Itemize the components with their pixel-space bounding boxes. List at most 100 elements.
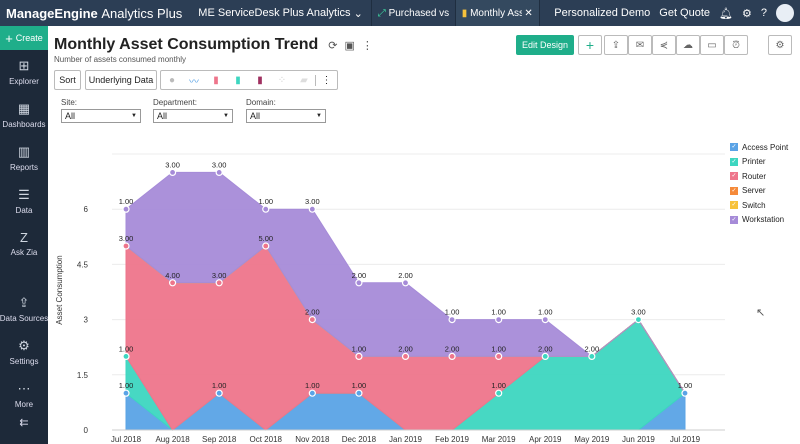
data-label: 1.00 bbox=[305, 381, 320, 390]
share-icon[interactable]: ⋞ bbox=[652, 35, 676, 55]
legend-item-server[interactable]: ✓ Server bbox=[730, 184, 788, 199]
pie-chart-icon[interactable]: ● bbox=[168, 74, 176, 86]
more-icon: ⋯ bbox=[17, 380, 31, 396]
checkbox-icon[interactable]: ✓ bbox=[730, 172, 738, 181]
stacked-bar-icon[interactable]: ▮ bbox=[235, 74, 241, 86]
data-label: 2.00 bbox=[305, 308, 320, 317]
data-point bbox=[634, 316, 643, 324]
x-tick-label: May 2019 bbox=[574, 435, 610, 444]
combo-chart-icon[interactable]: ▮ bbox=[257, 74, 263, 86]
edit-design-button[interactable]: Edit Design bbox=[516, 35, 574, 55]
sidebar-item-explorer[interactable]: ⊞ Explorer bbox=[0, 50, 48, 93]
data-point bbox=[401, 352, 410, 360]
data-label: 2.00 bbox=[398, 344, 413, 353]
create-button[interactable]: + Create bbox=[0, 26, 48, 50]
export-icon[interactable]: ⇪ bbox=[604, 35, 628, 55]
underlying-data-button[interactable]: Underlying Data bbox=[85, 70, 157, 90]
email-icon[interactable]: ✉ bbox=[628, 35, 652, 55]
x-tick-label: Dec 2018 bbox=[342, 435, 377, 444]
checkbox-icon[interactable]: ✓ bbox=[730, 143, 738, 152]
legend-item-router[interactable]: ✓ Router bbox=[730, 169, 788, 184]
data-point bbox=[588, 352, 596, 360]
explorer-icon: ⊞ bbox=[18, 57, 30, 73]
data-label: 1.00 bbox=[212, 381, 227, 390]
tab-monthly-asset[interactable]: ▮ Monthly Asse...✕ bbox=[455, 0, 540, 26]
bar-chart-icon[interactable]: ▮ bbox=[213, 74, 219, 86]
data-label: 2.00 bbox=[585, 344, 600, 353]
page-subtitle: Number of assets consumed monthly bbox=[54, 55, 187, 64]
personalized-demo-link[interactable]: Personalized Demo bbox=[554, 7, 651, 19]
data-label: 1.00 bbox=[445, 308, 460, 317]
sort-button[interactable]: Sort bbox=[54, 70, 81, 90]
close-icon[interactable]: ✕ bbox=[524, 7, 533, 19]
zia-icon: Z bbox=[20, 230, 28, 245]
x-tick-label: Nov 2018 bbox=[295, 435, 330, 444]
sidebar-item-ask-zia[interactable]: Z Ask Zia bbox=[0, 222, 48, 265]
page-title: Monthly Asset Consumption Trend bbox=[54, 36, 319, 53]
tab-label: Monthly Asse... bbox=[470, 7, 523, 19]
data-label: 2.00 bbox=[352, 271, 367, 280]
sidebar-item-label: Ask Zia bbox=[10, 248, 38, 257]
more-chart-types-icon[interactable]: ⋮ bbox=[315, 74, 337, 86]
workspace-selector[interactable]: ME ServiceDesk Plus Analytics ⌄ bbox=[190, 0, 372, 26]
gear-icon[interactable]: ⚙ bbox=[742, 7, 752, 20]
map-icon[interactable]: ▰ bbox=[300, 74, 308, 86]
x-tick-label: Jun 2019 bbox=[622, 435, 655, 444]
x-tick-label: Feb 2019 bbox=[435, 435, 469, 444]
checkbox-icon[interactable]: ✓ bbox=[730, 201, 738, 210]
sidebar-item-dashboards[interactable]: ▦ Dashboards bbox=[0, 93, 48, 136]
data-label: 3.00 bbox=[631, 308, 646, 317]
sidebar-item-label: More bbox=[14, 399, 34, 409]
data-point bbox=[122, 389, 130, 397]
sidebar-item-more[interactable]: ⋯ More bbox=[0, 373, 48, 416]
more-options-icon[interactable]: ⋮ bbox=[361, 39, 373, 52]
checkbox-icon[interactable]: ✓ bbox=[730, 215, 738, 224]
scatter-icon[interactable]: ⁘ bbox=[277, 74, 287, 86]
save-icon[interactable]: ▣ bbox=[344, 39, 355, 52]
collapse-sidebar-icon[interactable]: ⇇ bbox=[19, 417, 29, 429]
line-chart-icon[interactable]: 〰 bbox=[189, 76, 199, 88]
data-point bbox=[262, 205, 270, 213]
publish-cloud-icon[interactable]: ☁ bbox=[676, 35, 700, 55]
domain-filter-select[interactable]: All ▼ bbox=[246, 109, 326, 123]
data-point bbox=[215, 168, 223, 176]
tab-purchased[interactable]: ⤢ Purchased vs... bbox=[372, 0, 456, 26]
checkbox-icon[interactable]: ✓ bbox=[730, 186, 738, 195]
data-point bbox=[262, 242, 270, 250]
plus-icon: + bbox=[5, 30, 13, 46]
comment-icon[interactable]: ▭ bbox=[700, 35, 724, 55]
x-tick-label: Jan 2019 bbox=[389, 435, 422, 444]
bell-icon[interactable]: 🔔︎ bbox=[719, 7, 733, 20]
data-point bbox=[122, 205, 130, 213]
help-icon[interactable]: ? bbox=[760, 7, 767, 19]
legend-item-workstation[interactable]: ✓ Workstation bbox=[730, 213, 788, 228]
legend-item-switch[interactable]: ✓ Switch bbox=[730, 198, 788, 213]
data-label: 4.00 bbox=[165, 271, 180, 280]
data-point bbox=[355, 389, 363, 397]
sidebar-item-data[interactable]: ☰ Data bbox=[0, 179, 48, 222]
sidebar-item-data-sources[interactable]: ⇪ Data Sources bbox=[0, 287, 48, 330]
avatar[interactable] bbox=[776, 4, 794, 22]
data-label: 1.00 bbox=[119, 197, 134, 206]
dropdown-arrow-icon: ▼ bbox=[316, 113, 322, 119]
domain-filter-label: Domain: bbox=[246, 98, 276, 107]
add-button[interactable]: + bbox=[578, 35, 602, 55]
legend-item-printer[interactable]: ✓ Printer bbox=[730, 155, 788, 170]
data-label: 1.00 bbox=[352, 344, 367, 353]
data-point bbox=[541, 316, 549, 324]
data-label: 3.00 bbox=[165, 160, 180, 169]
checkbox-icon[interactable]: ✓ bbox=[730, 157, 738, 166]
data-label: 2.00 bbox=[398, 271, 413, 280]
sidebar-item-settings[interactable]: ⚙ Settings bbox=[0, 330, 48, 373]
legend-item-access-point[interactable]: ✓ Access Point bbox=[730, 140, 788, 155]
sidebar-item-reports[interactable]: ▥ Reports bbox=[0, 136, 48, 179]
x-tick-label: Sep 2018 bbox=[202, 435, 237, 444]
app-logo[interactable]: ManageEngine Analytics Plus bbox=[0, 6, 190, 21]
department-filter-select[interactable]: All ▼ bbox=[153, 109, 233, 123]
mouse-cursor-icon: ↖ bbox=[756, 307, 766, 319]
site-filter-select[interactable]: All ▼ bbox=[61, 109, 141, 123]
alarm-icon[interactable]: ⏰︎ bbox=[724, 35, 748, 55]
get-quote-link[interactable]: Get Quote bbox=[659, 7, 711, 19]
refresh-icon[interactable]: ⟳ bbox=[328, 39, 338, 52]
settings-icon[interactable]: ⚙ bbox=[768, 35, 792, 55]
